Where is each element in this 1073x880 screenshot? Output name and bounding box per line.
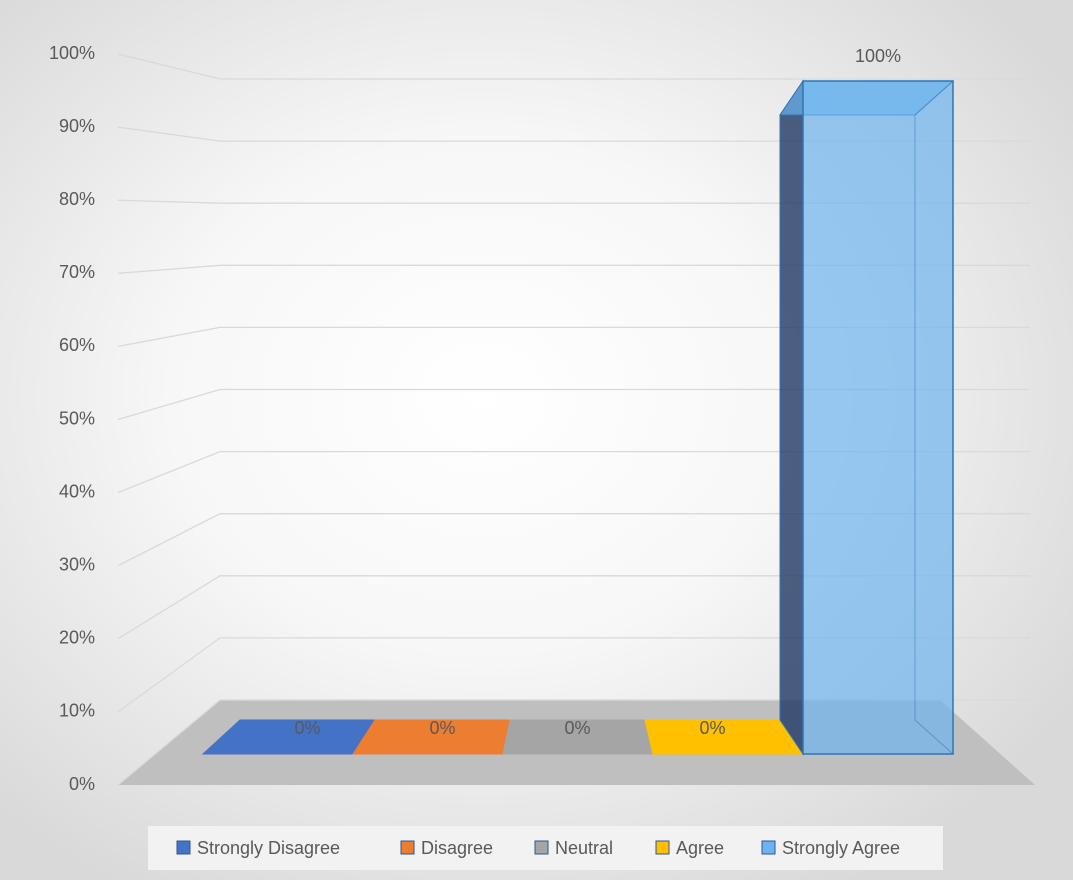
value-label: 0% bbox=[429, 718, 455, 738]
legend-swatch bbox=[761, 840, 776, 855]
bar-side bbox=[779, 79, 804, 756]
y-tick-label: 90% bbox=[59, 116, 95, 136]
value-label: 0% bbox=[699, 718, 725, 738]
bar-back-edge bbox=[914, 80, 954, 755]
legend-swatch bbox=[176, 840, 191, 855]
legend-label: Agree bbox=[676, 838, 724, 858]
legend-label: Strongly Disagree bbox=[197, 838, 340, 858]
legend-label: Neutral bbox=[555, 838, 613, 858]
grid-line bbox=[117, 388, 1030, 421]
bar-front bbox=[802, 80, 954, 755]
legend-swatch bbox=[534, 840, 549, 855]
grid-line bbox=[117, 513, 1030, 567]
legend-label: Disagree bbox=[421, 838, 493, 858]
grid-line bbox=[117, 326, 1030, 348]
grid-line bbox=[117, 126, 1030, 142]
y-tick-label: 0% bbox=[69, 774, 95, 794]
grid-line bbox=[117, 699, 1030, 786]
legend-swatch bbox=[655, 840, 670, 855]
y-tick-label: 40% bbox=[59, 481, 95, 501]
grid-line bbox=[117, 264, 1030, 274]
grid-line bbox=[117, 637, 1030, 713]
y-tick-label: 70% bbox=[59, 262, 95, 282]
legend-label: Strongly Agree bbox=[782, 838, 900, 858]
grid-line bbox=[117, 53, 1030, 80]
value-label: 0% bbox=[564, 718, 590, 738]
y-tick-label: 30% bbox=[59, 554, 95, 574]
y-tick-label: 10% bbox=[59, 701, 95, 721]
value-label: 0% bbox=[294, 718, 320, 738]
legend-swatch bbox=[400, 840, 415, 855]
grid-line bbox=[117, 450, 1030, 494]
grid-line bbox=[117, 575, 1030, 640]
y-tick-label: 100% bbox=[49, 43, 95, 63]
value-label: 100% bbox=[855, 46, 901, 66]
y-tick-label: 50% bbox=[59, 408, 95, 428]
y-tick-label: 60% bbox=[59, 335, 95, 355]
y-tick-label: 80% bbox=[59, 189, 95, 209]
y-tick-label: 20% bbox=[59, 628, 95, 648]
grid-line bbox=[117, 199, 1030, 204]
